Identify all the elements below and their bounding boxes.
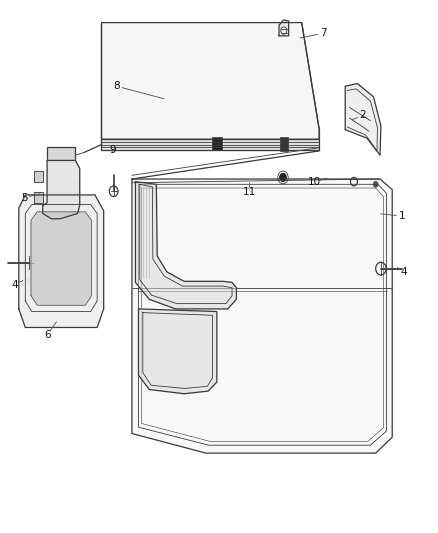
Polygon shape [345, 84, 381, 155]
Bar [280, 137, 288, 151]
Text: 9: 9 [109, 145, 116, 155]
Circle shape [26, 277, 32, 285]
Bar [212, 136, 222, 150]
Polygon shape [279, 20, 289, 36]
Polygon shape [34, 192, 43, 203]
Polygon shape [34, 171, 43, 182]
Polygon shape [31, 212, 92, 305]
Polygon shape [102, 139, 319, 150]
Polygon shape [19, 195, 104, 327]
Text: 10: 10 [308, 176, 321, 187]
Text: 1: 1 [399, 211, 405, 221]
Text: 5: 5 [21, 192, 27, 203]
Polygon shape [138, 309, 217, 394]
Polygon shape [43, 160, 80, 219]
Circle shape [279, 173, 286, 182]
Text: 4: 4 [401, 267, 407, 277]
Polygon shape [135, 182, 237, 309]
Bar [47, 147, 75, 160]
Text: 11: 11 [243, 187, 256, 197]
Text: 8: 8 [113, 81, 120, 91]
Polygon shape [132, 179, 392, 453]
Text: 4: 4 [11, 280, 18, 290]
Circle shape [373, 181, 378, 188]
Text: 7: 7 [320, 28, 327, 38]
Polygon shape [102, 22, 319, 139]
Text: 6: 6 [44, 330, 50, 341]
Text: 2: 2 [359, 110, 366, 120]
